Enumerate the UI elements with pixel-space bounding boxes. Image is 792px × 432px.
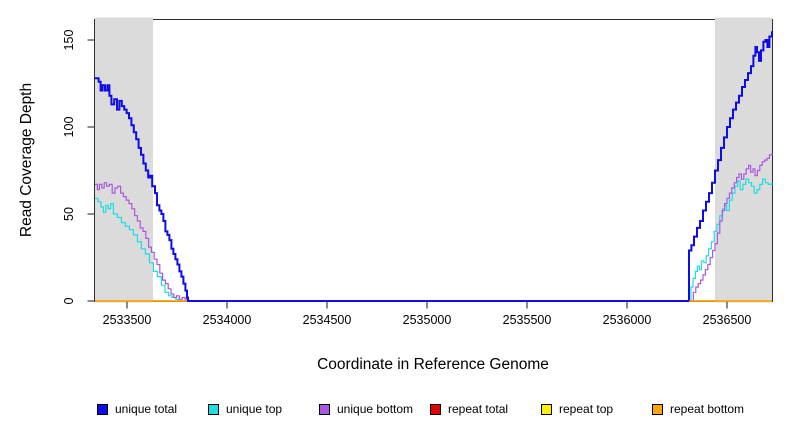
- y-tick-label: 50: [62, 207, 76, 221]
- repeat-region-right: [715, 17, 772, 303]
- x-tick-label: 2536500: [703, 313, 752, 327]
- y-tick-label: 150: [62, 30, 76, 51]
- x-tick-label: 2533500: [103, 313, 152, 327]
- x-axis-title: Coordinate in Reference Genome: [317, 356, 549, 373]
- series-line-unique-total: [95, 31, 773, 302]
- x-tick-label: 2535000: [403, 313, 452, 327]
- y-tick-label: 0: [62, 297, 76, 304]
- y-axis-title: Read Coverage Depth: [18, 82, 35, 238]
- plot-border: [94, 19, 773, 302]
- y-tick-label: 100: [62, 117, 76, 138]
- x-tick-label: 2535500: [503, 313, 552, 327]
- x-tick-label: 2534500: [303, 313, 352, 327]
- series-line-unique-bottom: [95, 153, 773, 302]
- series-line-unique-top: [95, 178, 773, 302]
- x-tick-label: 2534000: [203, 313, 252, 327]
- x-tick-label: 2536000: [603, 313, 652, 327]
